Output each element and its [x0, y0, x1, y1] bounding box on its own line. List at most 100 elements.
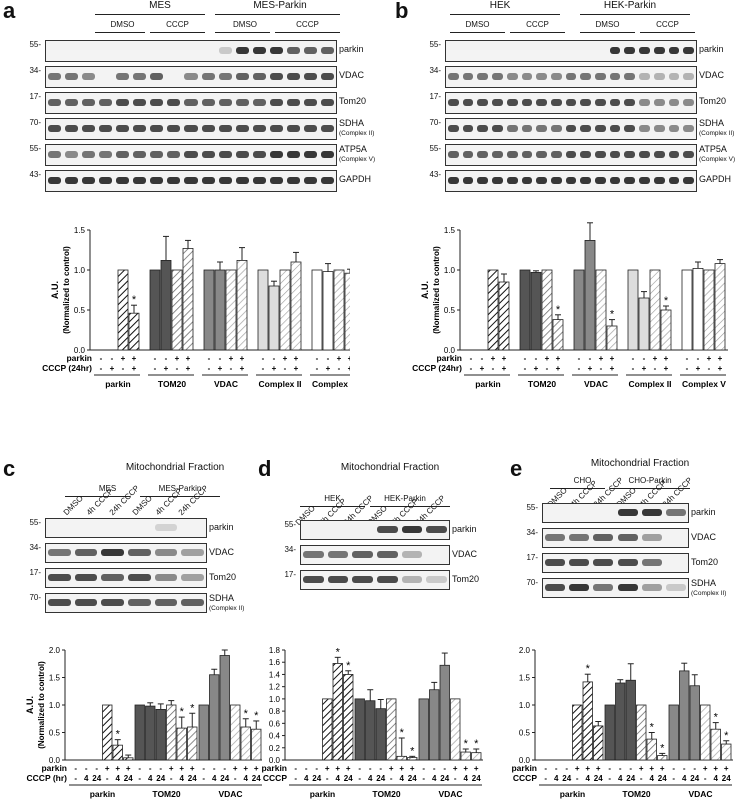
protein-band: [545, 534, 566, 541]
protein-band: [352, 576, 373, 583]
condition-sign: 24: [312, 774, 321, 783]
condition-sign: +: [718, 354, 723, 363]
condition-sign: +: [556, 354, 561, 363]
protein-band: [462, 99, 474, 106]
protein-band: [154, 599, 178, 606]
protein-band: [565, 151, 577, 158]
protein-band: [235, 47, 249, 54]
protein-band: [477, 99, 489, 106]
protein-band: [593, 584, 614, 591]
protein-band: [133, 125, 147, 132]
protein-band: [506, 99, 518, 106]
protein-band: [569, 559, 590, 566]
data-bar: [322, 271, 334, 351]
y-tick-label: 0.0: [49, 756, 61, 765]
protein-band: [377, 551, 398, 558]
protein-band: [235, 151, 249, 158]
protein-band: [303, 47, 317, 54]
condition-sign: -: [654, 364, 657, 373]
data-bar: [198, 704, 209, 761]
condition-sign: -: [230, 364, 233, 373]
protein-band: [82, 99, 96, 106]
protein-name: VDAC: [452, 549, 478, 559]
condition-sign: +: [399, 764, 404, 773]
protein-band: [565, 125, 577, 132]
data-bar: [230, 704, 241, 761]
condition-sign: -: [149, 764, 152, 773]
protein-band: [184, 73, 198, 80]
protein-band: [477, 151, 489, 158]
protein-band: [580, 99, 592, 106]
condition-sign: 24: [252, 774, 261, 783]
protein-band: [617, 509, 638, 516]
row-label: parkin: [436, 353, 462, 363]
condition-sign: +: [240, 364, 245, 373]
treatment-label: CCCP: [526, 20, 549, 29]
condition-sign: -: [369, 764, 372, 773]
condition-sign: -: [154, 354, 157, 363]
group-line: [580, 14, 690, 15]
category-label: Complex II: [259, 379, 302, 389]
mw-marker: 55-: [29, 144, 41, 153]
protein-band: [550, 73, 562, 80]
mw-marker: 17-: [29, 568, 41, 577]
protein-band: [653, 177, 665, 184]
condition-sign: +: [294, 354, 299, 363]
protein-label: GAPDH: [339, 175, 371, 184]
condition-sign: +: [348, 364, 350, 373]
y-tick-label: 0.0: [269, 756, 281, 765]
y-tick-label: 1.5: [519, 674, 531, 683]
data-bar: [519, 269, 531, 351]
category-label: parkin: [475, 379, 501, 389]
protein-band: [550, 125, 562, 132]
condition-sign: -: [578, 354, 581, 363]
protein-band: [609, 125, 621, 132]
significance-star: *: [346, 660, 351, 672]
mw-marker: 34-: [29, 66, 41, 75]
protein-band: [303, 73, 317, 80]
protein-band: [184, 125, 198, 132]
y-tick-label: 1.0: [74, 266, 86, 275]
condition-sign: +: [556, 364, 561, 373]
group-line: [300, 506, 365, 507]
condition-sign: -: [154, 364, 157, 373]
protein-band: [218, 99, 232, 106]
protein-band: [609, 47, 621, 54]
data-bar: [145, 705, 156, 761]
protein-name: VDAC: [699, 70, 725, 80]
row-label: CCCP (hr): [27, 773, 68, 783]
y-tick-label: 0.5: [519, 729, 531, 738]
mw-marker: 17-: [284, 570, 296, 579]
condition-sign: -: [358, 764, 361, 773]
condition-sign: +: [642, 364, 647, 373]
blot-strip: [445, 66, 697, 88]
significance-star: *: [336, 646, 341, 658]
data-bar: [460, 751, 471, 761]
condition-sign: +: [707, 354, 712, 363]
data-bar: [112, 744, 123, 761]
protein-band: [48, 599, 71, 606]
data-bar: [606, 325, 618, 351]
blot-strip: [45, 518, 207, 538]
protein-label: SDHA (Complex II): [339, 119, 374, 138]
group-label-hek-parkin: HEK-Parkin: [384, 494, 426, 503]
condition-sign: 24: [658, 774, 667, 783]
lane-label: DMSO: [130, 493, 154, 517]
protein-band: [150, 99, 164, 106]
significance-star: *: [116, 729, 121, 741]
condition-sign: -: [95, 764, 98, 773]
condition-sign: +: [132, 364, 137, 373]
condition-sign: -: [262, 364, 265, 373]
protein-band: [303, 151, 317, 158]
protein-band: [65, 177, 79, 184]
protein-band: [128, 599, 151, 606]
protein-band: [536, 125, 547, 132]
condition-sign: +: [463, 764, 468, 773]
protein-band: [477, 177, 489, 184]
data-bar: [615, 682, 626, 761]
protein-name: GAPDH: [339, 174, 372, 184]
condition-sign: +: [294, 364, 299, 373]
protein-band: [641, 509, 662, 516]
y-axis-label: A.U.: [50, 281, 60, 299]
protein-band: [683, 177, 694, 184]
